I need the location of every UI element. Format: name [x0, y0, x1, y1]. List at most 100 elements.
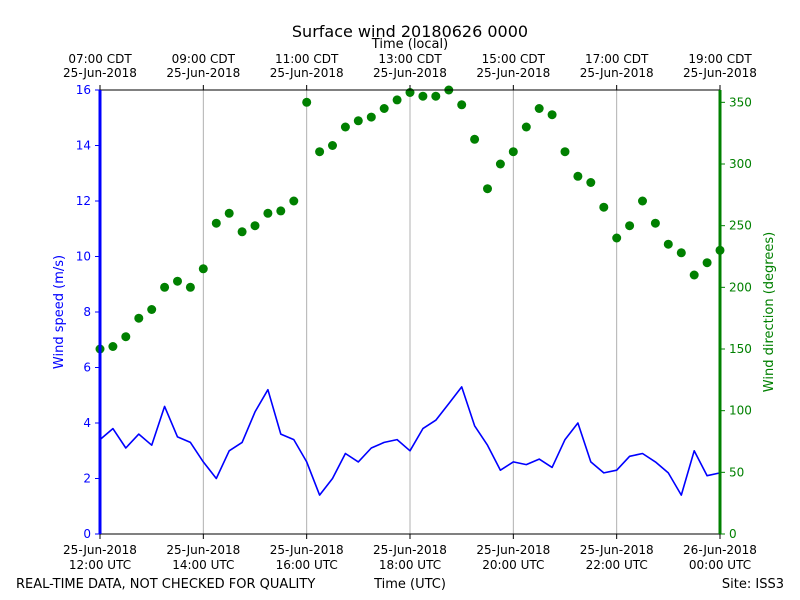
bottom-tick-date: 25-Jun-2018 [63, 543, 137, 557]
wind-direction-point [263, 208, 273, 218]
bottom-tick-date: 25-Jun-2018 [166, 543, 240, 557]
left-tick-label: 8 [83, 305, 91, 319]
top-tick-date: 25-Jun-2018 [476, 66, 550, 80]
bottom-tick-date: 25-Jun-2018 [476, 543, 550, 557]
top-tick-time: 09:00 CDT [172, 52, 236, 66]
wind-direction-point [560, 147, 570, 157]
wind-direction-point [211, 218, 221, 228]
right-tick-label: 300 [729, 157, 752, 171]
wind-direction-point [353, 116, 363, 126]
left-tick-label: 12 [76, 194, 91, 208]
right-tick-label: 0 [729, 527, 737, 541]
wind-direction-point [663, 239, 673, 249]
wind-direction-point [173, 276, 182, 286]
right-axis-ticks: 0 50 100 150 200 250 300 350 [720, 95, 752, 541]
wind-direction-point [650, 218, 660, 228]
wind-direction-point [612, 233, 622, 243]
wind-direction-point [121, 332, 131, 342]
wind-direction-point [702, 258, 712, 268]
right-tick-label: 350 [729, 95, 752, 109]
wind-direction-point [328, 141, 337, 150]
wind-direction-point [599, 202, 609, 212]
wind-direction-point [586, 178, 596, 187]
wind-direction-point [508, 147, 518, 157]
footer-quality-note: REAL-TIME DATA, NOT CHECKED FOR QUALITY [16, 577, 315, 592]
left-tick-label: 2 [83, 472, 91, 486]
bottom-tick-date: 25-Jun-2018 [373, 543, 447, 557]
left-axis-ticks: 0 2 4 6 8 10 12 14 16 [76, 83, 100, 541]
wind-speed-series [99, 386, 721, 496]
bottom-tick-date: 26-Jun-2018 [683, 543, 757, 557]
wind-direction-point [431, 91, 441, 101]
right-tick-label: 150 [729, 342, 752, 356]
bottom-tick-time: 12:00 UTC [69, 558, 131, 572]
wind-direction-point [237, 227, 247, 237]
left-tick-label: 6 [83, 361, 91, 375]
wind-speed-line [99, 386, 721, 496]
wind-direction-point [521, 122, 531, 132]
right-axis-label: Wind direction (degrees) [762, 232, 777, 392]
footer-site: Site: ISS3 [722, 577, 784, 592]
wind-direction-point [289, 196, 299, 206]
left-tick-label: 4 [83, 416, 91, 430]
wind-direction-point [276, 206, 286, 216]
top-tick-time: 19:00 CDT [688, 52, 752, 66]
top-tick-time: 11:00 CDT [275, 52, 339, 66]
bottom-axis-label: Time (UTC) [373, 577, 446, 592]
top-tick-date: 25-Jun-2018 [580, 66, 654, 80]
grid-lines [202, 90, 618, 534]
top-tick-time: 17:00 CDT [585, 52, 649, 66]
left-tick-label: 10 [76, 250, 91, 264]
wind-direction-point [638, 196, 647, 206]
left-axis-label: Wind speed (m/s) [52, 255, 67, 369]
top-tick-time: 15:00 CDT [482, 52, 546, 66]
wind-direction-point [134, 313, 144, 323]
left-tick-label: 14 [76, 139, 91, 153]
left-tick-label: 16 [76, 83, 91, 97]
top-tick-time: 07:00 CDT [68, 52, 132, 66]
wind-direction-point [573, 171, 583, 181]
wind-direction-point [185, 282, 195, 292]
wind-direction-point [160, 282, 170, 292]
wind-direction-point [340, 122, 350, 132]
top-tick-time: 13:00 CDT [378, 52, 442, 66]
wind-direction-point [689, 270, 699, 280]
top-tick-date: 25-Jun-2018 [683, 66, 757, 80]
wind-direction-point [392, 95, 402, 105]
bottom-tick-time: 16:00 UTC [276, 558, 338, 572]
bottom-tick-time: 22:00 UTC [586, 558, 648, 572]
left-tick-label: 0 [83, 527, 91, 541]
wind-direction-point [302, 97, 312, 107]
wind-direction-point [676, 248, 686, 258]
wind-direction-point [483, 184, 492, 194]
wind-direction-point [379, 104, 389, 113]
wind-direction-point [418, 91, 428, 101]
wind-direction-point [457, 100, 467, 110]
top-tick-date: 25-Jun-2018 [373, 66, 447, 80]
bottom-tick-date: 25-Jun-2018 [580, 543, 654, 557]
wind-direction-point [547, 110, 557, 120]
wind-direction-series [95, 85, 725, 354]
bottom-tick-date: 25-Jun-2018 [270, 543, 344, 557]
wind-direction-point [495, 159, 505, 169]
right-tick-label: 200 [729, 280, 752, 294]
bottom-tick-time: 20:00 UTC [482, 558, 544, 572]
top-tick-date: 25-Jun-2018 [63, 66, 137, 80]
top-tick-date: 25-Jun-2018 [270, 66, 344, 80]
wind-direction-point [366, 112, 376, 122]
bottom-tick-time: 18:00 UTC [379, 558, 441, 572]
bottom-tick-time: 14:00 UTC [172, 558, 234, 572]
wind-direction-point [625, 221, 635, 231]
wind-direction-point [315, 147, 325, 157]
wind-direction-point [534, 104, 544, 113]
wind-direction-point [470, 134, 480, 144]
chart-title: Surface wind 20180626 0000 [292, 22, 528, 41]
right-tick-label: 100 [729, 404, 752, 418]
top-tick-date: 25-Jun-2018 [166, 66, 240, 80]
bottom-tick-time: 00:00 UTC [689, 558, 751, 572]
top-axis-label: Time (local) [371, 37, 448, 52]
wind-direction-point [108, 342, 118, 351]
